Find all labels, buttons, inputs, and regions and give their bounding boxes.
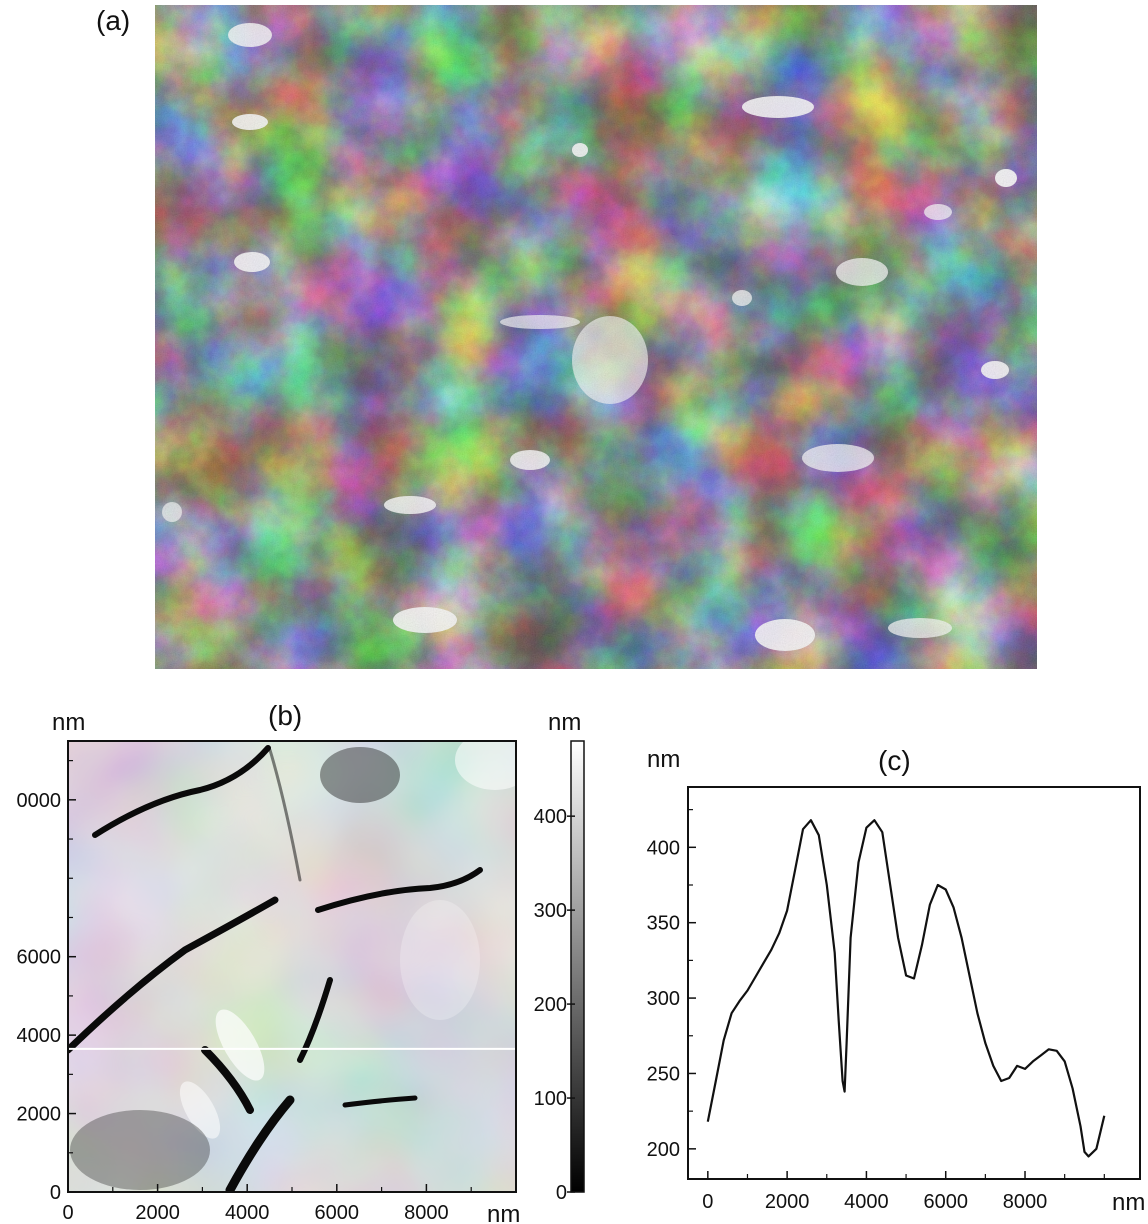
panel-b-x-unit: nm xyxy=(487,1201,520,1224)
x-tick-label: 4000 xyxy=(225,1202,270,1224)
y-tick-label: 6000 xyxy=(17,947,62,969)
y-tick-label: 350 xyxy=(647,913,680,935)
panel-c: nm (c) 0 2000 4000 6000 8000200250300350400 … xyxy=(647,745,1146,1216)
afm-highlight xyxy=(179,1081,221,1139)
afm-shadows xyxy=(70,747,400,1190)
panel-c-axes: 0 2000 4000 6000 8000 200 250 300 350 400 xyxy=(647,809,1105,1213)
x-tick-label: 0 xyxy=(62,1202,73,1224)
x-tick-label: 6000 xyxy=(315,1202,360,1224)
panel-b-y-unit: nm xyxy=(52,709,85,736)
x-tick-label: 2000 xyxy=(135,1202,180,1224)
panel-b-axes: 0 2000 4000 6000 8000 0 2000 4000 6000 0000 xyxy=(17,760,517,1224)
y-tick-label: 2000 xyxy=(17,1104,62,1126)
colorbar-tick-label: 200 xyxy=(534,994,567,1016)
colorbar xyxy=(570,740,585,1193)
afm-highlight xyxy=(400,900,480,1020)
panel-b: nm (b) nm xyxy=(17,700,585,1224)
y-tick-label: 0000 xyxy=(17,790,62,812)
grain-boundary xyxy=(342,1095,418,1108)
afm-highlights xyxy=(179,741,516,1139)
colorbar-tick-label: 300 xyxy=(534,900,567,922)
y-tick-label: 300 xyxy=(647,988,680,1010)
y-tick-label: 4000 xyxy=(17,1025,62,1047)
grain-boundary xyxy=(68,896,279,1054)
y-tick-label: 0 xyxy=(50,1182,61,1204)
afm-shadow xyxy=(70,1110,210,1190)
height-profile-line xyxy=(706,819,1106,1158)
panel-c-y-unit: nm xyxy=(647,746,680,773)
colorbar-tick-label: 100 xyxy=(534,1088,567,1110)
y-tick-label: 200 xyxy=(647,1139,680,1161)
grain-boundary xyxy=(92,745,271,838)
colorbar-axes: 0 100 200 300 400 xyxy=(534,806,575,1204)
colorbar-tick-label: 0 xyxy=(556,1182,567,1204)
grain-boundary xyxy=(268,748,302,882)
panel-c-x-unit: nm xyxy=(1112,1189,1145,1216)
afm-shadow xyxy=(320,747,400,803)
x-tick-label: 8000 xyxy=(1003,1191,1048,1213)
grain-boundary xyxy=(201,1046,254,1114)
afm-highlight xyxy=(215,1009,265,1081)
panel-c-frame xyxy=(687,786,1141,1180)
panel-b-colorbar-unit: nm xyxy=(548,709,581,736)
grain-boundary xyxy=(225,1095,295,1192)
afm-highlight xyxy=(455,741,516,790)
afm-grain-boundaries xyxy=(68,745,483,1192)
panel-b-label: (b) xyxy=(268,700,302,731)
x-tick-label: 8000 xyxy=(404,1202,449,1224)
x-tick-label: 0 xyxy=(702,1191,713,1213)
panel-a: (a) xyxy=(96,5,1037,669)
grain-boundary xyxy=(297,977,333,1063)
x-tick-label: 2000 xyxy=(765,1191,810,1213)
x-tick-label: 6000 xyxy=(923,1191,968,1213)
colorbar-tick-label: 400 xyxy=(534,806,567,828)
grain-boundary xyxy=(315,867,483,913)
x-tick-label: 4000 xyxy=(844,1191,889,1213)
panel-a-label: (a) xyxy=(96,5,130,36)
micrograph-grain xyxy=(155,5,1037,669)
afm-image xyxy=(68,741,516,1192)
panel-c-label: (c) xyxy=(878,745,911,776)
y-tick-label: 250 xyxy=(647,1063,680,1085)
y-tick-label: 400 xyxy=(647,837,680,859)
